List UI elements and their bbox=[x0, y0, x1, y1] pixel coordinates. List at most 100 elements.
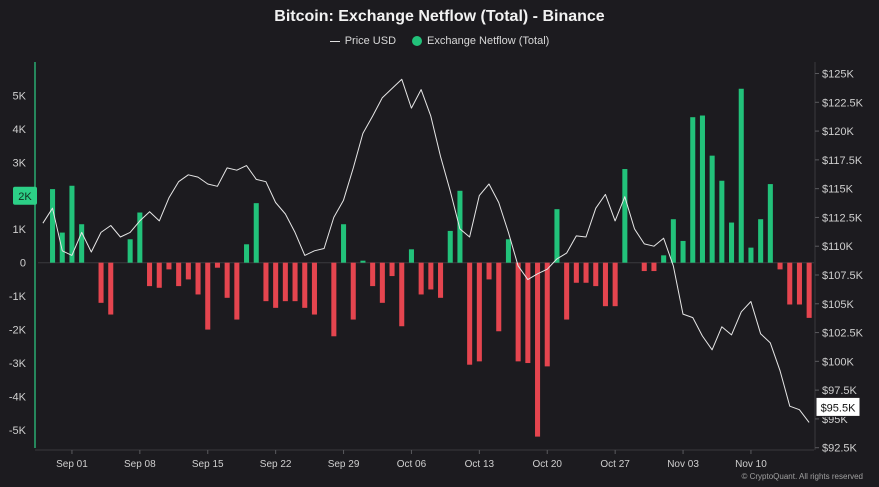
right-tick-label: $92.5K bbox=[822, 443, 858, 455]
netflow-bar-positive bbox=[690, 117, 696, 263]
chart-legend: Price USD Exchange Netflow (Total) bbox=[0, 35, 879, 47]
netflow-bar-negative bbox=[214, 262, 220, 268]
left-tick-label: 3K bbox=[13, 157, 27, 169]
right-tick-label: $95K bbox=[822, 414, 848, 426]
netflow-bar-positive bbox=[738, 88, 744, 263]
netflow-bar-positive bbox=[748, 247, 754, 263]
x-tick-label: Oct 13 bbox=[465, 459, 495, 470]
x-tick-label: Sep 15 bbox=[192, 459, 224, 470]
x-tick-label: Nov 10 bbox=[735, 459, 767, 470]
legend-label-netflow: Exchange Netflow (Total) bbox=[427, 35, 550, 47]
right-tick-label: $110K bbox=[822, 241, 854, 253]
x-tick-label: Sep 29 bbox=[328, 459, 360, 470]
netflow-bar-positive bbox=[758, 219, 764, 263]
right-tick-label: $100K bbox=[822, 356, 854, 368]
netflow-bar-positive bbox=[554, 209, 560, 263]
netflow-bar-negative bbox=[156, 262, 162, 288]
right-tick-label: $102.5K bbox=[822, 328, 864, 340]
current-price-label: $95.5K bbox=[821, 402, 857, 414]
netflow-bar-negative bbox=[331, 262, 337, 337]
netflow-bar-negative bbox=[389, 262, 395, 277]
netflow-bar-negative bbox=[302, 262, 308, 308]
left-tick-label: -1K bbox=[9, 291, 27, 303]
netflow-bar-negative bbox=[399, 262, 405, 327]
legend-item-price[interactable]: Price USD bbox=[329, 35, 396, 47]
netflow-bar-positive bbox=[622, 169, 628, 263]
netflow-bar-negative bbox=[108, 262, 114, 315]
right-tick-label: $117.5K bbox=[822, 155, 863, 167]
netflow-bar-positive bbox=[709, 155, 715, 263]
netflow-bar-negative bbox=[486, 262, 492, 280]
netflow-bar-negative bbox=[438, 262, 444, 298]
netflow-bar-negative bbox=[593, 262, 599, 287]
netflow-bar-negative bbox=[350, 262, 356, 320]
netflow-bar-negative bbox=[564, 262, 570, 320]
right-tick-label: $115K bbox=[822, 184, 854, 196]
right-tick-label: $97.5K bbox=[822, 385, 858, 397]
legend-item-netflow[interactable]: Exchange Netflow (Total) bbox=[412, 35, 549, 47]
netflow-bar-negative bbox=[573, 262, 579, 283]
left-tick-label: 1K bbox=[13, 224, 27, 236]
x-tick-label: Nov 03 bbox=[667, 459, 699, 470]
x-tick-label: Sep 01 bbox=[56, 459, 88, 470]
netflow-bar-negative bbox=[166, 262, 172, 270]
crosshair-label-box bbox=[13, 186, 37, 205]
netflow-bar-negative bbox=[796, 262, 802, 305]
crosshair-label-text: 2K bbox=[18, 191, 32, 203]
x-tick-label: Sep 22 bbox=[260, 459, 292, 470]
netflow-bar-negative bbox=[544, 262, 550, 367]
netflow-bar-positive bbox=[341, 224, 347, 263]
left-tick-label: -3K bbox=[9, 358, 27, 370]
left-tick-label: -2K bbox=[9, 325, 27, 337]
netflow-bar-positive bbox=[457, 190, 463, 263]
netflow-bar-positive bbox=[69, 185, 75, 263]
netflow-bar-positive bbox=[127, 239, 133, 263]
netflow-bar-negative bbox=[777, 262, 783, 270]
right-tick-label: $125K bbox=[822, 69, 854, 81]
left-tick-label: -4K bbox=[9, 391, 27, 403]
netflow-bar-negative bbox=[176, 262, 182, 287]
netflow-bar-negative bbox=[641, 262, 647, 272]
netflow-bar-positive bbox=[447, 230, 453, 263]
netflow-bar-negative bbox=[147, 262, 153, 287]
netflow-bar-negative bbox=[379, 262, 385, 303]
x-tick-label: Oct 06 bbox=[397, 459, 427, 470]
netflow-bar-negative bbox=[535, 262, 541, 437]
netflow-bar-positive bbox=[505, 239, 511, 263]
netflow-bar-positive bbox=[50, 189, 56, 263]
price-line bbox=[42, 78, 810, 423]
chart-title: Bitcoin: Exchange Netflow (Total) - Bina… bbox=[274, 8, 605, 25]
netflow-bar-positive bbox=[360, 260, 366, 263]
right-tick-label: $112.5K bbox=[822, 212, 863, 224]
netflow-bar-negative bbox=[467, 262, 473, 365]
netflow-bar-negative bbox=[651, 262, 657, 272]
netflow-bar-negative bbox=[273, 262, 279, 308]
netflow-bar-negative bbox=[98, 262, 104, 303]
netflow-bar-negative bbox=[515, 262, 521, 362]
right-tick-label: $105K bbox=[822, 299, 854, 311]
netflow-bar-negative bbox=[224, 262, 230, 298]
netflow-bar-positive bbox=[767, 184, 773, 263]
netflow-bar-negative bbox=[234, 262, 240, 320]
netflow-dot-icon bbox=[412, 36, 423, 46]
netflow-bar-negative bbox=[525, 262, 531, 364]
x-tick-label: Oct 20 bbox=[533, 459, 563, 470]
netflow-bar-negative bbox=[787, 262, 793, 305]
netflow-bar-negative bbox=[205, 262, 211, 330]
netflow-bar-positive bbox=[680, 240, 686, 263]
left-tick-label: 0 bbox=[20, 258, 26, 270]
x-tick-label: Sep 08 bbox=[124, 459, 156, 470]
netflow-bar-negative bbox=[311, 262, 317, 315]
price-line-icon bbox=[329, 40, 340, 42]
netflow-bar-positive bbox=[729, 222, 735, 263]
netflow-bar-negative bbox=[583, 262, 589, 283]
netflow-bar-negative bbox=[806, 262, 812, 318]
netflow-bar-positive bbox=[408, 249, 414, 263]
right-tick-label: $120K bbox=[822, 126, 854, 138]
netflow-bar-negative bbox=[476, 262, 482, 362]
left-tick-label: 5K bbox=[13, 90, 27, 102]
netflow-bar-positive bbox=[137, 212, 143, 263]
netflow-bar-negative bbox=[292, 262, 298, 302]
netflow-bar-negative bbox=[185, 262, 191, 280]
